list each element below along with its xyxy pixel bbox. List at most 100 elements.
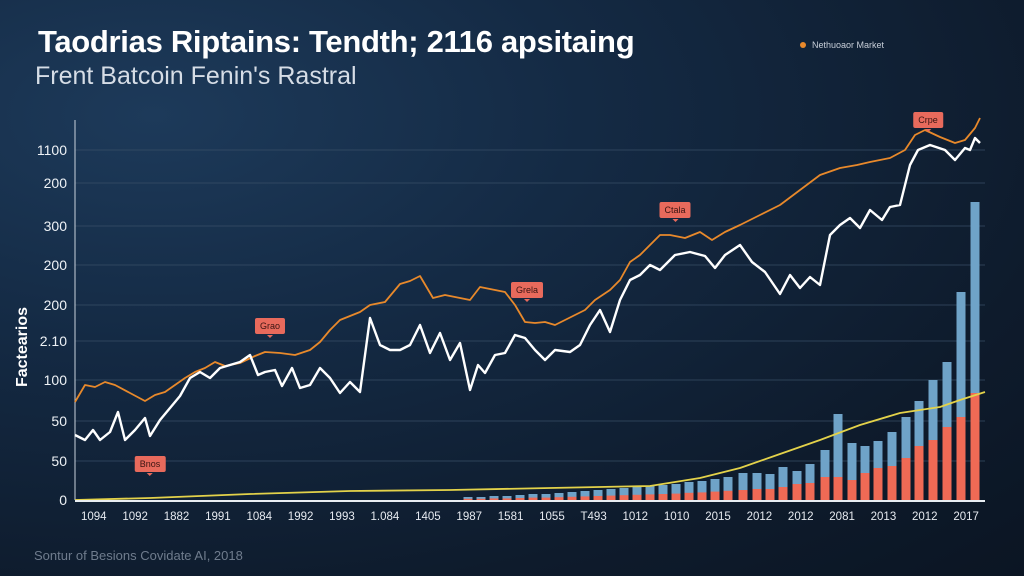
x-tick-label: 1581 xyxy=(497,511,524,523)
volume-bar-red xyxy=(873,468,883,500)
x-tick-label: 1094 xyxy=(81,511,107,523)
volume-bar xyxy=(619,488,629,500)
volume-bar-red xyxy=(502,498,512,500)
volume-bar xyxy=(697,481,707,500)
volume-bar-red xyxy=(515,498,525,500)
volume-bar xyxy=(632,487,642,500)
volume-bar-red xyxy=(697,492,707,500)
volume-bar xyxy=(463,497,473,500)
x-tick-label: 2012 xyxy=(746,511,773,523)
volume-bar xyxy=(593,490,603,500)
volume-bar-red xyxy=(489,498,499,500)
y-tick-label: 200 xyxy=(44,297,68,313)
volume-bar-red xyxy=(463,498,473,500)
legend-label: Nethuoaor Market xyxy=(812,40,885,50)
volume-bar xyxy=(554,493,564,500)
x-tick-label: 1405 xyxy=(415,511,441,523)
volume-bar xyxy=(684,482,694,500)
volume-bar xyxy=(778,467,788,500)
volume-bar xyxy=(847,443,857,500)
volume-bar xyxy=(671,484,681,500)
x-tick-label: 2012 xyxy=(787,511,814,523)
x-tick-label: 2081 xyxy=(829,511,855,523)
volume-bar-red xyxy=(847,480,857,500)
volume-bar xyxy=(765,474,775,500)
volume-bar-red xyxy=(970,393,980,500)
x-tick-label: 1882 xyxy=(163,511,190,523)
volume-bar xyxy=(580,491,590,500)
series-line-nethuoaor-market xyxy=(74,117,981,403)
x-tick-label: 2017 xyxy=(953,511,979,523)
volume-bar xyxy=(710,479,720,500)
volume-bar-red xyxy=(658,494,668,500)
legend: Nethuoaor Market xyxy=(800,40,884,50)
volume-bar xyxy=(515,495,525,500)
volume-bar xyxy=(970,202,980,500)
volume-bar xyxy=(820,450,830,500)
volume-bar xyxy=(489,496,499,500)
volume-bar-red xyxy=(820,477,830,500)
volume-bar-red xyxy=(632,494,642,500)
x-tick-label: 1991 xyxy=(205,511,231,523)
annotation-label: Grela xyxy=(510,282,544,302)
volume-bar xyxy=(502,496,512,500)
y-tick-label: 1100 xyxy=(37,142,67,158)
volume-bar-red xyxy=(901,458,911,500)
x-tick-label: 2012 xyxy=(912,511,938,523)
volume-bar-red xyxy=(710,491,720,500)
volume-bar xyxy=(567,492,577,500)
annotation-label: Grao xyxy=(254,318,286,338)
volume-bar-red xyxy=(671,493,681,500)
volume-bar-red xyxy=(928,440,938,500)
volume-bar-red xyxy=(738,490,748,500)
chart-title: Taodrias Riptains: Tendth; 2116 apsitain… xyxy=(38,24,635,59)
x-tick-label: 1010 xyxy=(663,511,690,523)
annotation-label: Crpe xyxy=(913,112,943,132)
volume-bar xyxy=(528,494,538,500)
y-tick-label: 50 xyxy=(51,453,67,469)
y-tick-label: 50 xyxy=(51,413,67,429)
volume-bar-red xyxy=(833,477,843,500)
series-line-trend xyxy=(74,391,986,501)
volume-bar xyxy=(606,489,616,500)
y-tick-label: 300 xyxy=(44,218,68,234)
y-tick-label: 2.10 xyxy=(40,333,67,349)
annotation-label: Bnos xyxy=(134,456,166,476)
chart-subtitle: Frent Batcoin Fenin's Rastral xyxy=(35,62,357,90)
y-tick-label: 0 xyxy=(59,492,67,508)
volume-bar-red xyxy=(593,496,603,500)
x-axis-ticks: 1094 1092 1882 1991 1084 1992 1993 1.084 1405 198… xyxy=(75,511,985,527)
volume-bar xyxy=(723,477,733,500)
volume-bar-red xyxy=(778,487,788,500)
volume-bar-red xyxy=(606,495,616,500)
volume-bar-red xyxy=(914,446,924,500)
volume-bar-red xyxy=(619,495,629,500)
x-tick-label: 1993 xyxy=(329,511,355,523)
series-line-price xyxy=(74,136,981,442)
x-tick-label: 1055 xyxy=(539,511,565,523)
x-tick-label: 1092 xyxy=(122,511,148,523)
x-tick-label: 1992 xyxy=(287,511,314,523)
volume-bar-red xyxy=(956,417,966,500)
volume-bar xyxy=(476,497,486,500)
volume-bar-red xyxy=(942,427,952,500)
source-caption: Sontur of Besions Covidate AI, 2018 xyxy=(34,548,243,563)
volume-bar xyxy=(752,473,762,500)
volume-bar-red xyxy=(887,466,897,500)
y-tick-label: 200 xyxy=(44,175,68,191)
x-tick-label: 1012 xyxy=(622,511,649,523)
volume-bar-red xyxy=(541,497,551,500)
volume-bar-red xyxy=(528,497,538,500)
volume-bar-red xyxy=(684,492,694,500)
volume-bar-red xyxy=(805,483,815,500)
volume-bar-red xyxy=(765,489,775,500)
volume-bar-red xyxy=(792,484,802,500)
volume-bar xyxy=(541,494,551,500)
annotation-label: Ctala xyxy=(659,202,691,222)
x-tick-label: T493 xyxy=(580,511,607,523)
y-tick-label: 100 xyxy=(44,372,68,388)
volume-bar xyxy=(738,473,748,500)
x-tick-label: 1084 xyxy=(246,511,273,523)
volume-bar xyxy=(805,464,815,500)
